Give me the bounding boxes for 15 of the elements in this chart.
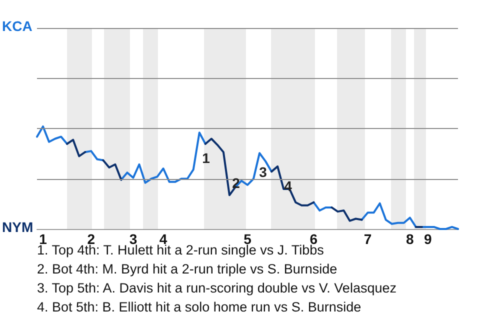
text: NYM: [2, 219, 34, 235]
x-tick-label: 7: [364, 231, 372, 247]
x-tick-label: 8: [406, 231, 414, 247]
x-tick-label: 5: [244, 231, 252, 247]
x-tick-label: 4: [159, 231, 168, 247]
annotation: 3: [259, 164, 268, 180]
x-tick-label: 9: [424, 231, 432, 247]
x-tick-label: 3: [129, 231, 138, 247]
annotation: 1: [202, 150, 210, 166]
text: 2. Bot 4th: M. Byrd hit a 2-run triple vs S. Burnside: [37, 262, 338, 276]
text: 4. Bot 5th: B. Elliott hit a solo home run vs S. Burnside: [37, 300, 362, 314]
x-tick-label: 2: [87, 231, 96, 247]
text: KCA: [2, 18, 32, 34]
x-tick-label: 6: [310, 231, 318, 247]
text: 3. Top 5th: A. Davis hit a run-scoring double vs V. Velasquez: [37, 280, 397, 296]
